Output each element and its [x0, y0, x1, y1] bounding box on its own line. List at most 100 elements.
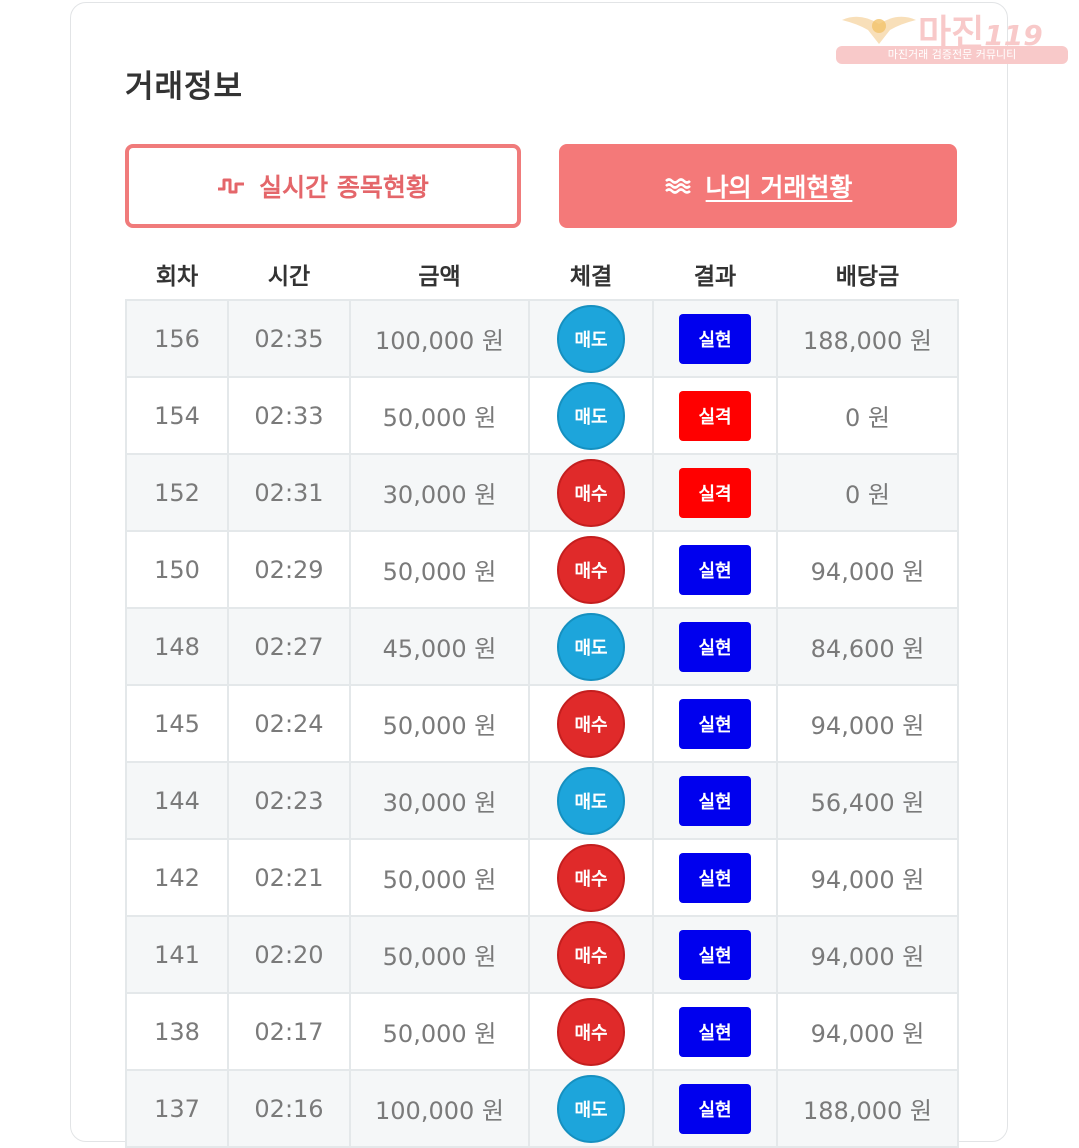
- cell-execution: 매수: [528, 453, 654, 532]
- cell-execution: 매수: [528, 838, 654, 917]
- result-success-badge: 실현: [679, 313, 751, 364]
- cell-time: 02:17: [227, 992, 351, 1071]
- cell-amount: 50,000 원: [349, 530, 530, 609]
- buy-badge: 매수: [557, 843, 625, 912]
- result-success-badge: 실현: [679, 1083, 751, 1134]
- cell-time: 02:29: [227, 530, 351, 609]
- cell-payout: 0 원: [776, 376, 959, 455]
- table-row: 138 02:17 50,000 원 매수 실현 94,000 원: [125, 992, 959, 1071]
- cell-result: 실현: [652, 299, 778, 378]
- result-success-badge: 실현: [679, 852, 751, 903]
- result-fail-badge: 실격: [679, 390, 751, 441]
- trade-info-card: 거래정보 실시간 종목현황 나의 거래현황: [70, 2, 1008, 1148]
- cell-execution: 매수: [528, 530, 654, 609]
- sell-badge: 매도: [557, 304, 625, 373]
- cell-amount: 50,000 원: [349, 376, 530, 455]
- result-fail-badge: 실격: [679, 467, 751, 518]
- cell-time: 02:21: [227, 838, 351, 917]
- eagle-emblem-icon: [840, 10, 918, 52]
- cell-amount: 100,000 원: [349, 299, 530, 378]
- result-success-badge: 실현: [679, 698, 751, 749]
- header-result: 결과: [693, 264, 737, 290]
- cell-time: 02:24: [227, 684, 351, 763]
- tab-my-trades[interactable]: 나의 거래현황: [559, 144, 957, 228]
- header-time: 시간: [267, 264, 311, 290]
- table-row: 144 02:23 30,000 원 매도 실현 56,400 원: [125, 761, 959, 840]
- cell-result: 실현: [652, 761, 778, 840]
- cell-round: 152: [125, 453, 229, 532]
- cell-execution: 매도: [528, 376, 654, 455]
- table-row: 156 02:35 100,000 원 매도 실현 188,000 원: [125, 299, 959, 378]
- cell-execution: 매도: [528, 299, 654, 378]
- sell-badge: 매도: [557, 1074, 625, 1143]
- sell-badge: 매도: [557, 612, 625, 681]
- buy-badge: 매수: [557, 689, 625, 758]
- cell-time: 02:23: [227, 761, 351, 840]
- cell-result: 실현: [652, 530, 778, 609]
- cell-payout: 188,000 원: [776, 299, 959, 378]
- page-title: 거래정보: [125, 69, 244, 105]
- cell-round: 154: [125, 376, 229, 455]
- cell-time: 02:31: [227, 453, 351, 532]
- cell-amount: 50,000 원: [349, 992, 530, 1071]
- cell-payout: 84,600 원: [776, 607, 959, 686]
- cell-payout: 94,000 원: [776, 915, 959, 994]
- tab-realtime-status[interactable]: 실시간 종목현황: [125, 144, 521, 228]
- buy-badge: 매수: [557, 920, 625, 989]
- cell-payout: 188,000 원: [776, 1069, 959, 1148]
- cell-amount: 30,000 원: [349, 761, 530, 840]
- cell-result: 실격: [652, 376, 778, 455]
- header-amount: 금액: [418, 264, 461, 290]
- cell-result: 실현: [652, 838, 778, 917]
- trade-history-table: 회차 시간 금액 체결 결과 배당금 156 02:35 100,000 원 매도 실현…: [125, 249, 959, 1148]
- cell-time: 02:33: [227, 376, 351, 455]
- cell-time: 02:27: [227, 607, 351, 686]
- tab-my-trades-label: 나의 거래현황: [705, 173, 853, 202]
- cell-round: 144: [125, 761, 229, 840]
- table-header-row: 회차 시간 금액 체결 결과 배당금: [126, 249, 958, 300]
- cell-round: 141: [125, 915, 229, 994]
- cell-execution: 매수: [528, 684, 654, 763]
- result-success-badge: 실현: [679, 544, 751, 595]
- cell-amount: 30,000 원: [349, 453, 530, 532]
- result-success-badge: 실현: [679, 1006, 751, 1057]
- cell-payout: 94,000 원: [776, 838, 959, 917]
- cell-result: 실현: [652, 684, 778, 763]
- result-success-badge: 실현: [679, 775, 751, 826]
- cell-round: 156: [125, 299, 229, 378]
- table-row: 148 02:27 45,000 원 매도 실현 84,600 원: [125, 607, 959, 686]
- cell-round: 138: [125, 992, 229, 1071]
- header-round: 회차: [155, 264, 199, 290]
- cell-time: 02:35: [227, 299, 351, 378]
- sell-badge: 매도: [557, 766, 625, 835]
- site-watermark: 마진119 마진거래 검증전문 커뮤니티: [836, 8, 1068, 64]
- table-row: 141 02:20 50,000 원 매수 실현 94,000 원: [125, 915, 959, 994]
- cell-execution: 매도: [528, 607, 654, 686]
- header-execution: 체결: [569, 264, 613, 290]
- table-row: 152 02:31 30,000 원 매수 실격 0 원: [125, 453, 959, 532]
- table-row: 142 02:21 50,000 원 매수 실현 94,000 원: [125, 838, 959, 917]
- cell-execution: 매도: [528, 1069, 654, 1148]
- cell-amount: 50,000 원: [349, 915, 530, 994]
- tab-realtime-label: 실시간 종목현황: [259, 173, 429, 202]
- cell-result: 실현: [652, 607, 778, 686]
- header-payout: 배당금: [835, 264, 900, 290]
- cell-amount: 50,000 원: [349, 838, 530, 917]
- cell-amount: 45,000 원: [349, 607, 530, 686]
- cell-round: 142: [125, 838, 229, 917]
- cell-round: 150: [125, 530, 229, 609]
- cell-result: 실현: [652, 1069, 778, 1148]
- table-row: 137 02:16 100,000 원 매도 실현 188,000 원: [125, 1069, 959, 1148]
- sell-badge: 매도: [557, 381, 625, 450]
- cell-payout: 94,000 원: [776, 992, 959, 1071]
- cell-execution: 매수: [528, 992, 654, 1071]
- cell-payout: 56,400 원: [776, 761, 959, 840]
- cell-time: 02:20: [227, 915, 351, 994]
- buy-badge: 매수: [557, 535, 625, 604]
- cell-payout: 0 원: [776, 453, 959, 532]
- result-success-badge: 실현: [679, 929, 751, 980]
- result-success-badge: 실현: [679, 621, 751, 672]
- cell-amount: 50,000 원: [349, 684, 530, 763]
- table-row: 154 02:33 50,000 원 매도 실격 0 원: [125, 376, 959, 455]
- buy-badge: 매수: [557, 458, 625, 527]
